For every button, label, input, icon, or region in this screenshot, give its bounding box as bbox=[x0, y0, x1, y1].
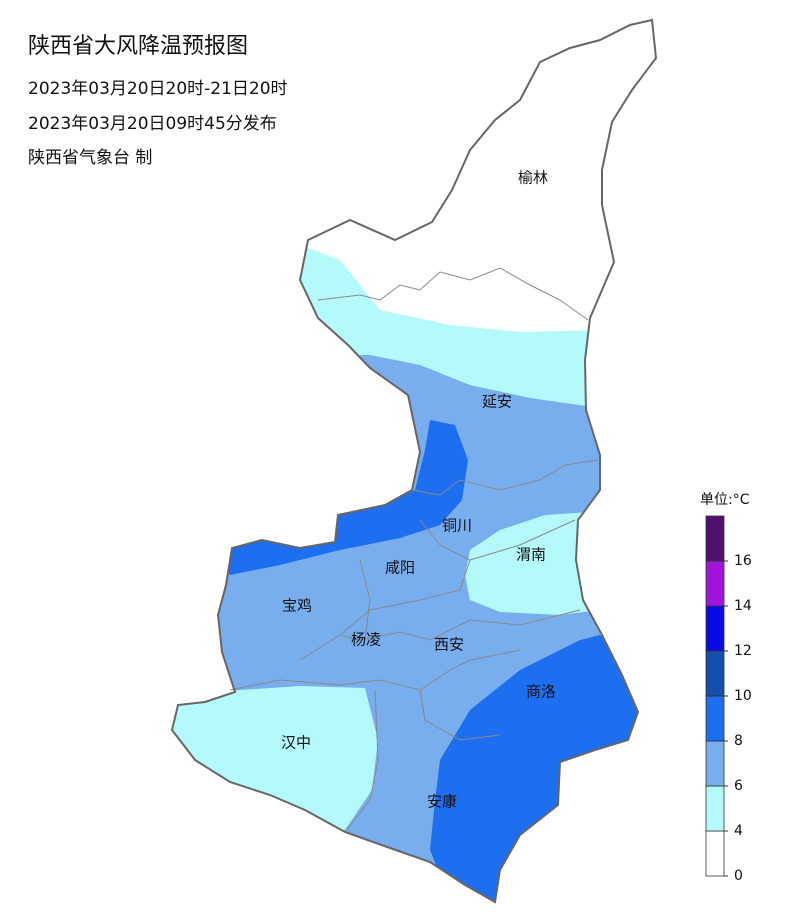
legend-band bbox=[705, 830, 725, 877]
county-borders bbox=[229, 267, 599, 833]
legend-tick-label: 6 bbox=[734, 778, 743, 794]
city-label: 延安 bbox=[482, 393, 512, 411]
legend: 0 4 6 8 10 12 14 16 bbox=[705, 515, 752, 884]
legend-tick-label: 8 bbox=[734, 733, 743, 749]
source: 陕西省气象台 制 bbox=[28, 148, 152, 168]
legend-tick-label: 12 bbox=[734, 643, 752, 659]
period: 2023年03月20日20时-21日20时 bbox=[28, 79, 288, 99]
legend-tick-label: 4 bbox=[734, 823, 743, 839]
map-title: 陕西省大风降温预报图 bbox=[28, 34, 248, 59]
legend-band bbox=[705, 650, 725, 697]
city-label: 汉中 bbox=[281, 734, 311, 752]
issued: 2023年03月20日09时45分发布 bbox=[28, 114, 277, 134]
city-label: 安康 bbox=[427, 793, 457, 811]
legend-band bbox=[705, 560, 725, 607]
legend-band bbox=[705, 695, 725, 742]
legend-tick-label: 14 bbox=[734, 598, 752, 614]
legend-unit: 单位:°C bbox=[700, 492, 750, 508]
legend-tick-label: 16 bbox=[734, 553, 752, 569]
city-label: 宝鸡 bbox=[282, 597, 312, 615]
city-label: 西安 bbox=[434, 636, 464, 654]
legend-tick-label: 10 bbox=[734, 688, 752, 704]
zone bbox=[465, 512, 600, 615]
city-label: 杨凌 bbox=[351, 631, 381, 649]
city-label: 咸阳 bbox=[385, 559, 415, 577]
city-label: 铜川 bbox=[442, 517, 472, 535]
legend-band bbox=[705, 740, 725, 787]
legend-band bbox=[705, 515, 725, 562]
city-label: 渭南 bbox=[516, 546, 546, 564]
city-label: 商洛 bbox=[526, 683, 556, 701]
city-label: 榆林 bbox=[518, 169, 548, 187]
legend-tick-label: 0 bbox=[734, 868, 743, 884]
legend-band bbox=[705, 785, 725, 832]
zone bbox=[430, 630, 656, 902]
legend-band bbox=[705, 605, 725, 652]
